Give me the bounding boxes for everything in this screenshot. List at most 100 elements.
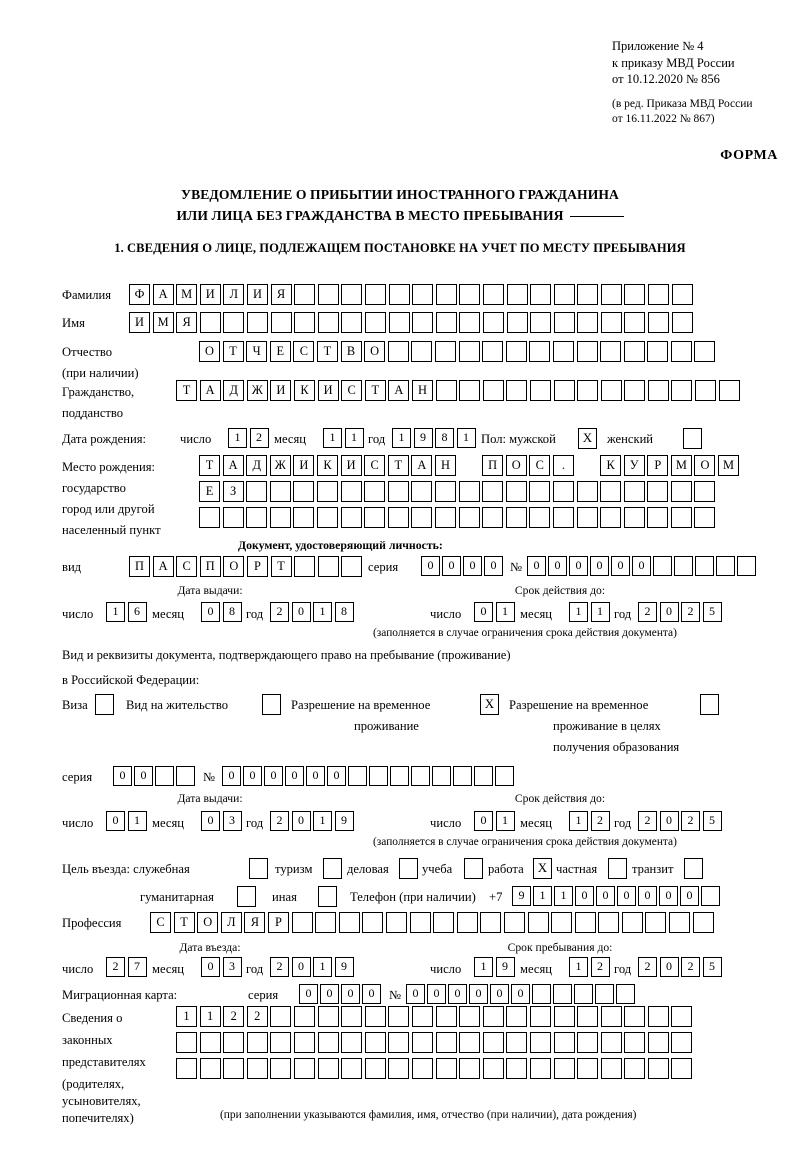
char-cell[interactable]: 3 (222, 957, 242, 977)
temp-edu-checkbox[interactable] (700, 694, 719, 715)
char-cell[interactable]: 1 (127, 811, 147, 831)
char-cell[interactable]: 0 (659, 886, 678, 906)
char-cell[interactable]: С (150, 912, 171, 933)
char-cell[interactable] (577, 284, 599, 305)
char-cell[interactable] (364, 312, 386, 333)
char-cell[interactable]: 2 (681, 811, 700, 831)
char-cell[interactable] (623, 507, 645, 528)
char-cell[interactable]: 9 (512, 886, 531, 906)
char-cell[interactable]: 0 (548, 556, 567, 576)
char-cell[interactable] (411, 341, 433, 362)
char-cell[interactable] (671, 1006, 693, 1027)
char-cell[interactable]: Т (199, 455, 220, 476)
char-cell[interactable] (341, 312, 363, 333)
char-cell[interactable]: Л (223, 284, 245, 305)
char-cell[interactable]: 0 (575, 886, 594, 906)
char-cell[interactable]: И (129, 312, 150, 333)
char-cell[interactable]: 9 (413, 428, 433, 448)
char-cell[interactable]: 0 (421, 556, 440, 576)
char-cell[interactable] (551, 912, 573, 933)
char-cell[interactable] (670, 507, 692, 528)
char-cell[interactable]: 7 (127, 957, 147, 977)
char-cell[interactable] (482, 284, 504, 305)
char-cell[interactable] (600, 481, 622, 502)
char-cell[interactable] (701, 886, 720, 906)
char-cell[interactable]: 1 (106, 602, 125, 622)
char-cell[interactable]: А (411, 455, 433, 476)
char-cell[interactable]: А (199, 380, 221, 401)
char-cell[interactable] (624, 312, 646, 333)
char-cell[interactable] (506, 1006, 528, 1027)
char-cell[interactable] (364, 1058, 386, 1079)
char-cell[interactable] (411, 766, 430, 786)
char-cell[interactable] (364, 481, 386, 502)
char-cell[interactable]: Л (220, 912, 242, 933)
char-cell[interactable] (435, 284, 457, 305)
char-cell[interactable] (600, 1032, 622, 1053)
char-cell[interactable]: А (222, 455, 244, 476)
char-cell[interactable]: Я (176, 312, 198, 333)
char-cell[interactable]: Т (387, 455, 409, 476)
char-cell[interactable] (553, 380, 575, 401)
char-cell[interactable] (459, 284, 481, 305)
char-cell[interactable]: 0 (596, 886, 615, 906)
char-cell[interactable] (246, 1058, 268, 1079)
char-cell[interactable] (434, 341, 456, 362)
char-cell[interactable] (435, 312, 457, 333)
char-cell[interactable]: 0 (632, 556, 651, 576)
char-cell[interactable] (341, 1006, 363, 1027)
char-cell[interactable]: С (341, 380, 363, 401)
char-cell[interactable] (576, 481, 598, 502)
char-cell[interactable]: 1 (344, 428, 364, 448)
char-cell[interactable]: 0 (511, 984, 530, 1004)
char-cell[interactable]: 0 (264, 766, 283, 786)
char-cell[interactable] (647, 481, 669, 502)
char-cell[interactable] (341, 284, 363, 305)
char-cell[interactable] (600, 341, 622, 362)
char-cell[interactable] (577, 312, 599, 333)
char-cell[interactable] (576, 455, 598, 476)
char-cell[interactable] (671, 380, 693, 401)
char-cell[interactable]: 3 (222, 811, 242, 831)
char-cell[interactable]: 0 (320, 984, 339, 1004)
char-cell[interactable]: 8 (222, 602, 242, 622)
char-cell[interactable] (458, 341, 480, 362)
char-cell[interactable]: Т (222, 341, 244, 362)
char-cell[interactable] (574, 912, 596, 933)
residence-permit-checkbox[interactable] (262, 694, 281, 715)
purpose-tourism-checkbox[interactable] (323, 858, 342, 879)
char-cell[interactable] (552, 341, 574, 362)
char-cell[interactable]: 8 (435, 428, 454, 448)
char-cell[interactable] (577, 1058, 599, 1079)
char-cell[interactable]: Е (269, 341, 291, 362)
char-cell[interactable] (647, 341, 669, 362)
char-cell[interactable] (316, 507, 338, 528)
char-cell[interactable] (269, 481, 291, 502)
char-cell[interactable]: Ж (246, 380, 268, 401)
char-cell[interactable] (338, 912, 360, 933)
char-cell[interactable]: 0 (406, 984, 425, 1004)
char-cell[interactable]: 2 (270, 811, 289, 831)
char-cell[interactable]: 2 (270, 602, 289, 622)
char-cell[interactable]: 1 (554, 886, 573, 906)
char-cell[interactable]: 1 (569, 602, 588, 622)
char-cell[interactable] (340, 507, 362, 528)
char-cell[interactable] (648, 312, 670, 333)
char-cell[interactable] (506, 1032, 528, 1053)
char-cell[interactable]: 2 (106, 957, 125, 977)
char-cell[interactable] (600, 380, 622, 401)
char-cell[interactable] (694, 507, 716, 528)
char-cell[interactable]: 5 (702, 957, 722, 977)
char-cell[interactable] (293, 1006, 315, 1027)
char-cell[interactable] (317, 284, 339, 305)
char-cell[interactable] (340, 481, 362, 502)
char-cell[interactable] (505, 341, 527, 362)
char-cell[interactable] (432, 766, 451, 786)
char-cell[interactable]: Т (316, 341, 338, 362)
char-cell[interactable]: Я (270, 284, 292, 305)
